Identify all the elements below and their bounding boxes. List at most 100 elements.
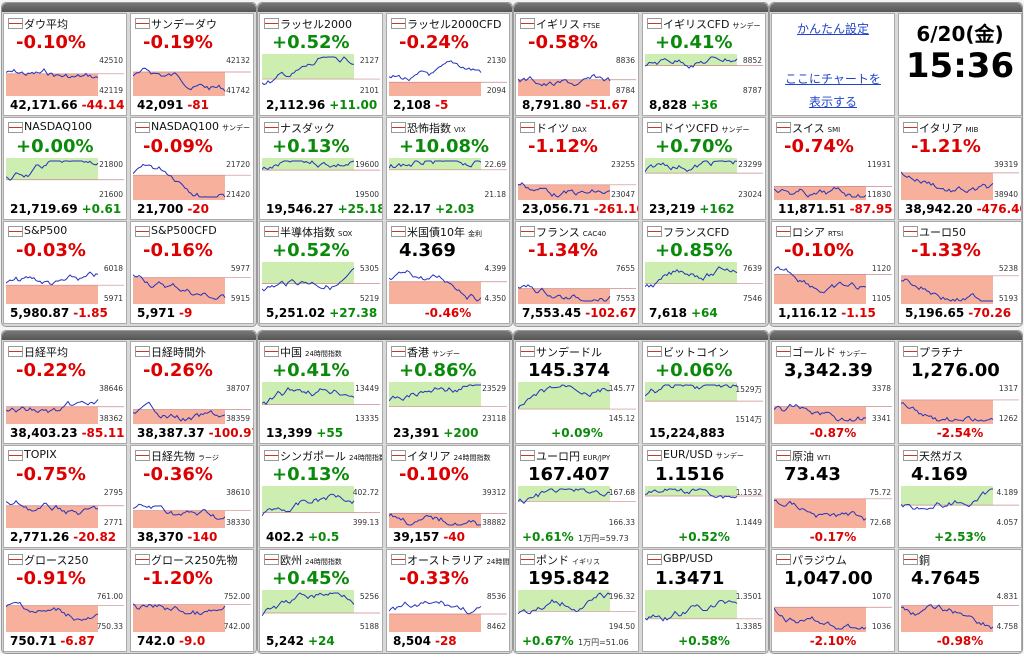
ticker-tile[interactable]: ラッセル2000CFD 2130 2094 -0.24% 2,108 -5 bbox=[386, 13, 510, 116]
price: 145.374 bbox=[528, 360, 610, 381]
ticker-tile[interactable]: ユーロ50 5238 5193 -1.33% 5,196.65 -70.26 bbox=[898, 221, 1022, 324]
value-row: 38,370 -140 bbox=[137, 530, 217, 544]
ticker-name: S&P500CFD bbox=[151, 224, 217, 237]
ticker-tile[interactable]: ポンド イギリス 196.32 194.50 195.842 +0.67% 1万円=51.0… bbox=[515, 549, 639, 652]
ticker-tile[interactable]: TOPIX 2795 2771 -0.75% 2,771.26 -20.82 bbox=[3, 445, 127, 548]
mini-chart bbox=[645, 262, 763, 288]
ticker-tile[interactable]: 日経時間外 38707 38359 -0.26% 38,387.37-100.97 bbox=[130, 341, 254, 444]
ticker-tile[interactable]: ドイツCFD サンデー 23299 23024 +0.70% 23,219 +162 bbox=[642, 117, 766, 220]
ticker-tile[interactable]: GBP/USD 1.3501 1.3385 1.3471 +0.58% bbox=[642, 549, 766, 652]
ticker-tile[interactable]: スイス SMI 11931 11830 -0.74% 11,871.51 -87.95 bbox=[771, 117, 895, 220]
ticker-tile[interactable]: 欧州 24時間指数 5256 5188 +0.45% 5,242 +24 bbox=[259, 549, 383, 652]
mini-chart bbox=[901, 275, 1019, 304]
mini-chart bbox=[262, 486, 380, 517]
ticker-tile[interactable]: NASDAQ100 サンデー 21720 21420 -0.09% 21,700 -20 bbox=[130, 117, 254, 220]
mini-chart bbox=[645, 486, 763, 499]
value-row: 15,224,883 bbox=[649, 426, 725, 440]
time: 15:36 bbox=[905, 46, 1015, 86]
range-high: 8536 bbox=[486, 592, 506, 601]
flag-icon bbox=[8, 122, 23, 133]
change: +2.53% bbox=[934, 530, 986, 544]
mini-chart bbox=[645, 590, 763, 622]
ticker-tile[interactable]: ビットコイン 1529万 1514万 +0.06% 15,224,883 bbox=[642, 341, 766, 444]
range-high: 1.3501 bbox=[735, 592, 762, 601]
mini-chart bbox=[774, 498, 892, 528]
range-low: 21420 bbox=[226, 190, 250, 199]
ticker-tile[interactable]: 恐怖指数 VIX 22.69 21.18 +10.08% 22.17 +2.03 bbox=[386, 117, 510, 220]
range-low: 2094 bbox=[486, 86, 506, 95]
ticker-tile[interactable]: 香港 サンデー 23529 23118 +0.86% 23,391 +200 bbox=[386, 341, 510, 444]
ticker-name: 米国債10年 金利 bbox=[407, 224, 482, 240]
ticker-tile[interactable]: プラチナ 1317 1262 1,276.00 -2.54% bbox=[898, 341, 1022, 444]
ticker-name: イギリス FTSE bbox=[536, 16, 600, 32]
flag-icon bbox=[391, 18, 406, 29]
ticker-tile[interactable]: サンデードル 145.77 145.12 145.374 +0.09% bbox=[515, 341, 639, 444]
ticker-tile[interactable]: イギリス FTSE 8836 8784 -0.58% 8,791.80 -51.67 bbox=[515, 13, 639, 116]
ticker-tile[interactable]: イタリア 24時間指数 39312 38882 -0.10% 39,157 -40 bbox=[386, 445, 510, 548]
range-low: 7553 bbox=[615, 294, 635, 303]
flag-icon bbox=[776, 226, 791, 237]
name-text: ナスダック bbox=[280, 122, 335, 135]
ticker-tile[interactable]: 半導体指数 SOX 5305 5219 +0.52% 5,251.02 +27.38 bbox=[259, 221, 383, 324]
ticker-tile[interactable]: ダウ平均 42510 42119 -0.10% 42,171.66 -44.14 bbox=[3, 13, 127, 116]
change: -0.26% bbox=[143, 360, 213, 381]
ticker-tile[interactable]: 日経先物 ラージ 38610 38330 -0.36% 38,370 -140 bbox=[130, 445, 254, 548]
ticker-tile[interactable]: ロシア RTSI 1120 1105 -0.10% 1,116.12 -1.15 bbox=[771, 221, 895, 324]
value-row: 5,242 +24 bbox=[266, 634, 335, 648]
flag-icon bbox=[391, 122, 406, 133]
ticker-tile[interactable]: 原油 WTI 75.72 72.68 73.43 -0.17% bbox=[771, 445, 895, 548]
ticker-tile[interactable]: 米国債10年 金利 4.399 4.350 4.369 -0.46% bbox=[386, 221, 510, 324]
ticker-tile[interactable]: オーストラリア24時間指数 8536 8462 -0.33% 8,504-28 bbox=[386, 549, 510, 652]
ticker-name: 原油 WTI bbox=[792, 448, 830, 464]
change: +10.08% bbox=[399, 136, 490, 157]
ticker-tile[interactable]: フランス CAC40 7655 7553 -1.34% 7,553.45 -102.67 bbox=[515, 221, 639, 324]
range-low: 166.33 bbox=[608, 518, 635, 527]
name-text: GBP/USD bbox=[663, 552, 713, 565]
ticker-name: イギリスCFD サンデー bbox=[663, 16, 760, 32]
range-low: 4.350 bbox=[484, 294, 506, 303]
chart-link[interactable]: 表示する bbox=[808, 95, 857, 109]
sub-label: サンデー bbox=[839, 350, 867, 358]
flag-icon bbox=[903, 122, 918, 133]
flag-icon bbox=[135, 226, 150, 237]
sub-label: SOX bbox=[338, 230, 353, 238]
ticker-tile[interactable]: ナスダック 19600 19500 +0.13% 19,546.27 +25.18 bbox=[259, 117, 383, 220]
flag-icon bbox=[391, 450, 406, 461]
ticker-tile[interactable]: 天然ガス 4.189 4.057 4.169 +2.53% bbox=[898, 445, 1022, 548]
name-text: イギリスCFD bbox=[663, 18, 730, 31]
ticker-tile[interactable]: ユーロ円 EUR/JPY 167.68 166.33 167.407 +0.61% 1万円=… bbox=[515, 445, 639, 548]
value-row: 42,091 -81 bbox=[137, 98, 209, 112]
ticker-tile[interactable]: サンデーダウ 42132 41742 -0.19% 42,091 -81 bbox=[130, 13, 254, 116]
value: 742.0 bbox=[137, 634, 175, 648]
ticker-tile[interactable]: グロース250先物 752.00 742.00 -1.20% 742.0 -9.0 bbox=[130, 549, 254, 652]
ticker-tile[interactable]: ラッセル2000 2127 2101 +0.52% 2,112.96 +11.00 bbox=[259, 13, 383, 116]
name-text: S&P500 bbox=[24, 224, 68, 237]
range-low: 194.50 bbox=[608, 622, 635, 631]
ticker-name: 銅 bbox=[919, 552, 930, 568]
chart-link[interactable]: ここにチャートを bbox=[785, 72, 881, 86]
ticker-tile[interactable]: 日経平均 38646 38362 -0.22% 38,403.23 -85.11 bbox=[3, 341, 127, 444]
ticker-name: ドイツ DAX bbox=[536, 120, 587, 136]
ticker-tile[interactable]: 中国 24時間指数 13449 13335 +0.41% 13,399 +55 bbox=[259, 341, 383, 444]
ticker-tile[interactable]: シンガポール 24時間指数 402.72 399.13 +0.13% 402.2 +0.5 bbox=[259, 445, 383, 548]
ticker-tile[interactable]: フランスCFD 7639 7546 +0.85% 7,618 +64 bbox=[642, 221, 766, 324]
flag-icon bbox=[903, 450, 918, 461]
ticker-tile[interactable]: イギリスCFD サンデー 8852 8787 +0.41% 8,828 +36 bbox=[642, 13, 766, 116]
value: 38,370 bbox=[137, 530, 184, 544]
ticker-tile[interactable]: S&P500CFD 5977 5915 -0.16% 5,971 -9 bbox=[130, 221, 254, 324]
ticker-tile[interactable]: NASDAQ100 21800 21600 +0.00% 21,719.69 +0.61 bbox=[3, 117, 127, 220]
ticker-tile[interactable]: EUR/USD サンデー 1.1532 1.1449 1.1516 +0.52% bbox=[642, 445, 766, 548]
value-row: 13,399 +55 bbox=[266, 426, 343, 440]
ticker-tile[interactable]: グロース250 761.00 750.33 -0.91% 750.71 -6.87 bbox=[3, 549, 127, 652]
ticker-tile[interactable]: ゴールド サンデー 3378 3341 3,342.39 -0.87% bbox=[771, 341, 895, 444]
name-text: ドイツCFD bbox=[663, 122, 719, 135]
ticker-tile[interactable]: 銅 4.831 4.758 4.7645 -0.98% bbox=[898, 549, 1022, 652]
name-text: TOPIX bbox=[24, 448, 57, 461]
ticker-tile[interactable]: パラジウム 1070 1036 1,047.00 -2.10% bbox=[771, 549, 895, 652]
name-text: 日経平均 bbox=[24, 346, 68, 359]
ticker-tile[interactable]: S&P500 6018 5971 -0.03% 5,980.87 -1.85 bbox=[3, 221, 127, 324]
settings-link[interactable]: かんたん設定 bbox=[796, 22, 869, 36]
ticker-name: ユーロ50 bbox=[919, 224, 966, 240]
